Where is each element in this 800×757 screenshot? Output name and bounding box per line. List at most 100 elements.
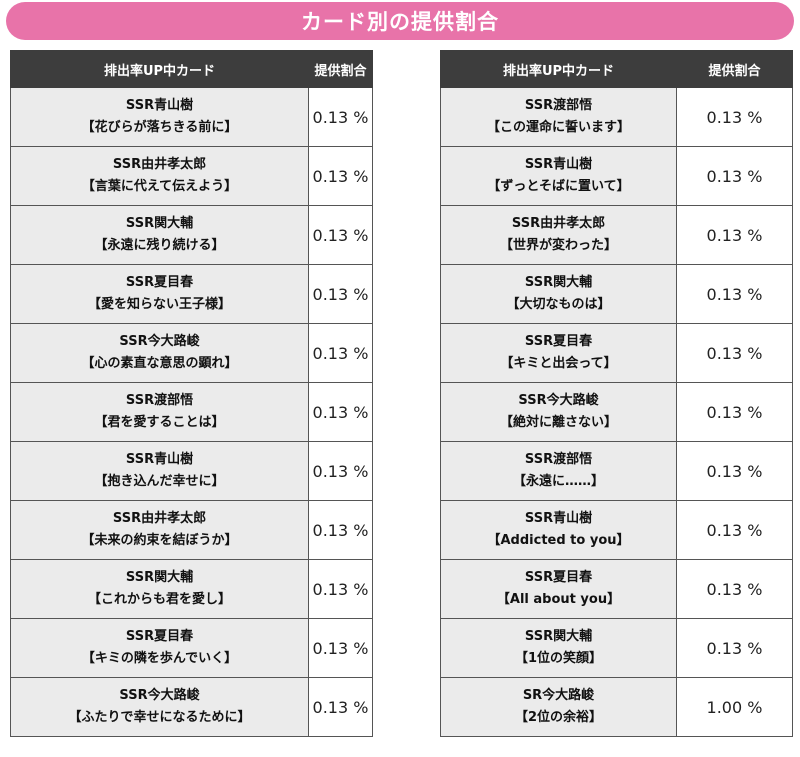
card-name: SSR夏目春 — [524, 570, 593, 585]
table-row: SSR渡部悟 【永遠に……】 0.13 % — [440, 441, 793, 501]
rate-value: 0.13 % — [308, 323, 373, 383]
card-cell: SSR青山樹【Addicted to you】 — [440, 500, 677, 560]
rate-value: 0.13 % — [676, 618, 793, 678]
card-title: 【これからも君を愛し】 — [87, 592, 231, 607]
card-name: SSR青山樹 — [125, 452, 194, 467]
card-title: 【1位の笑顔】 — [514, 651, 603, 666]
card-name: SSR今大路峻 — [119, 688, 200, 703]
table-row: SSR今大路峻【心の素直な意思の顕れ】 0.13 % — [10, 323, 373, 383]
card-title: 【2位の余裕】 — [514, 710, 603, 725]
table-row: SSR渡部悟 【君を愛することは】 0.13 % — [10, 382, 373, 442]
table-row: SSR今大路峻【ふたりで幸せになるために】 0.13 % — [10, 677, 373, 737]
card-name: SSR夏目春 — [524, 334, 593, 349]
card-title: 【抱き込んだ幸せに】 — [94, 474, 225, 489]
card-name: SSR由井孝太郎 — [112, 511, 207, 526]
card-cell: SSR夏目春【All about you】 — [440, 559, 677, 619]
card-title: 【ずっとそばに置いて】 — [487, 179, 630, 194]
card-cell: SSR関大輔 【1位の笑顔】 — [440, 618, 677, 678]
table-row: SSR関大輔【これからも君を愛し】 0.13 % — [10, 559, 373, 619]
rate-value: 0.13 % — [676, 559, 793, 619]
card-name: SSR由井孝太郎 — [112, 157, 207, 172]
rate-value: 0.13 % — [676, 146, 793, 206]
table-row: SR今大路峻 【2位の余裕】 1.00 % — [440, 677, 793, 737]
table-row: SSR夏目春 【All about you】 0.13 % — [440, 559, 793, 619]
card-cell: SSR今大路峻 【絶対に離さない】 — [440, 382, 677, 442]
card-name: SSR青山樹 — [524, 511, 593, 526]
card-title: 【絶対に離さない】 — [499, 415, 617, 430]
table-row: SSR由井孝太郎 【世界が変わった】 0.13 % — [440, 205, 793, 265]
rate-value: 0.13 % — [308, 559, 373, 619]
rate-value: 0.13 % — [308, 677, 373, 737]
card-title: 【世界が変わった】 — [499, 238, 617, 253]
card-name: SSR渡部悟 — [125, 393, 194, 408]
card-title: 【ふたりで幸せになるために】 — [68, 710, 251, 725]
rate-value: 0.13 % — [308, 500, 373, 560]
card-cell: SSR関大輔【永遠に残り続ける】 — [10, 205, 309, 265]
card-name: SSR青山樹 — [125, 98, 194, 113]
table-row: SSR関大輔 【1位の笑顔】 0.13 % — [440, 618, 793, 678]
card-cell: SSR渡部悟【この運命に誓います】 — [440, 87, 677, 147]
table-row: SSR今大路峻 【絶対に離さない】 0.13 % — [440, 382, 793, 442]
table-row: SSR夏目春 【キミの隣を歩んでいく】 0.13 % — [10, 618, 373, 678]
header-card: 排出率UP中カード — [10, 50, 309, 88]
card-title: 【キミと出会って】 — [500, 356, 617, 371]
card-name: SSR夏目春 — [125, 629, 194, 644]
rate-value: 0.13 % — [308, 618, 373, 678]
header-card: 排出率UP中カード — [440, 50, 677, 88]
card-cell: SSR青山樹【ずっとそばに置いて】 — [440, 146, 677, 206]
table-header-row: 排出率UP中カード 提供割合 — [10, 50, 373, 88]
rate-value: 0.13 % — [308, 146, 373, 206]
card-title: 【Addicted to you】 — [487, 533, 630, 548]
card-cell: SSR由井孝太郎 【世界が変わった】 — [440, 205, 677, 265]
card-cell: SSR青山樹【花びらが落ちきる前に】 — [10, 87, 309, 147]
card-cell: SSR夏目春【キミの隣を歩んでいく】 — [10, 618, 309, 678]
card-name: SSR関大輔 — [524, 275, 593, 290]
card-name: SSR渡部悟 — [524, 98, 593, 113]
card-title: 【この運命に誓います】 — [486, 120, 630, 135]
card-title: 【永遠に……】 — [512, 474, 604, 489]
rate-value: 0.13 % — [308, 382, 373, 442]
card-name: SSR今大路峻 — [119, 334, 200, 349]
card-cell: SSR渡部悟【君を愛することは】 — [10, 382, 309, 442]
card-cell: SSR関大輔【大切なものは】 — [440, 264, 677, 324]
card-name: SSR青山樹 — [524, 157, 593, 172]
card-title: 【大切なものは】 — [506, 297, 611, 312]
rate-value: 0.13 % — [308, 87, 373, 147]
rate-value: 0.13 % — [676, 87, 793, 147]
table-row: SSR渡部悟 【この運命に誓います】 0.13 % — [440, 87, 793, 147]
card-name: SSR由井孝太郎 — [511, 216, 606, 231]
rate-value: 1.00 % — [676, 677, 793, 737]
card-cell: SSR由井孝太郎 【言葉に代えて伝えよう】 — [10, 146, 309, 206]
section-title-banner: カード別の提供割合 — [6, 2, 794, 40]
table-row: SSR由井孝太郎 【言葉に代えて伝えよう】 0.13 % — [10, 146, 373, 206]
card-title: 【永遠に残り続ける】 — [94, 238, 225, 253]
rate-value: 0.13 % — [676, 441, 793, 501]
card-title: 【愛を知らない王子様】 — [87, 297, 231, 312]
header-rate: 提供割合 — [308, 50, 373, 88]
table-row: SSR夏目春 【愛を知らない王子様】 0.13 % — [10, 264, 373, 324]
table-row: SSR関大輔 【大切なものは】 0.13 % — [440, 264, 793, 324]
card-cell: SSR夏目春【キミと出会って】 — [440, 323, 677, 383]
card-title: 【キミの隣を歩んでいく】 — [81, 651, 238, 666]
rate-value: 0.13 % — [676, 500, 793, 560]
card-name: SSR関大輔 — [125, 216, 194, 231]
card-title: 【未来の約束を結ぼうか】 — [81, 533, 238, 548]
table-row: SSR夏目春 【キミと出会って】 0.13 % — [440, 323, 793, 383]
table-row: SSR青山樹 【Addicted to you】 0.13 % — [440, 500, 793, 560]
card-name: SSR関大輔 — [524, 629, 593, 644]
card-title: 【心の素直な意思の顕れ】 — [81, 356, 238, 371]
rate-value: 0.13 % — [308, 441, 373, 501]
rate-value: 0.13 % — [676, 205, 793, 265]
card-name: SSR関大輔 — [125, 570, 194, 585]
rate-value: 0.13 % — [308, 205, 373, 265]
table-row: SSR青山樹 【ずっとそばに置いて】 0.13 % — [440, 146, 793, 206]
card-title: 【All about you】 — [496, 592, 621, 607]
card-title: 【君を愛することは】 — [94, 415, 225, 430]
rate-table-left: 排出率UP中カード 提供割合 SSR青山樹 【花びらが落ちきる前に】 0.13 % S… — [10, 50, 373, 737]
rate-table-right: 排出率UP中カード 提供割合 SSR渡部悟 【この運命に誓います】 0.13 % SS… — [440, 50, 793, 737]
table-row: SSR関大輔 【永遠に残り続ける】 0.13 % — [10, 205, 373, 265]
rate-value: 0.13 % — [676, 382, 793, 442]
card-title: 【花びらが落ちきる前に】 — [81, 120, 238, 135]
card-cell: SSR渡部悟 【永遠に……】 — [440, 441, 677, 501]
card-name: SSR夏目春 — [125, 275, 194, 290]
